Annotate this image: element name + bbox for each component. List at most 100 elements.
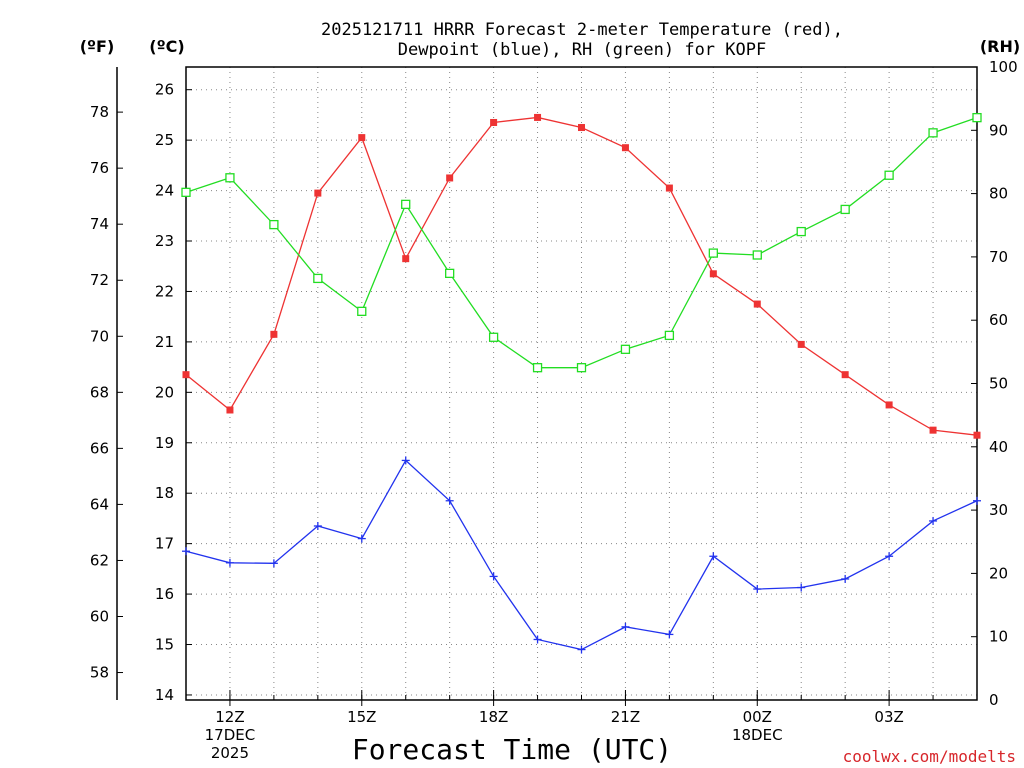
x-tick-label: 03Z (874, 708, 903, 726)
site-credit[interactable]: coolwx.com/modelts (843, 747, 1016, 766)
x-tick-label: 17DEC (205, 726, 256, 744)
data-point (797, 340, 805, 348)
celsius-tick-label: 25 (155, 131, 174, 149)
celsius-tick-label: 14 (155, 686, 174, 704)
fahrenheit-tick-label: 76 (90, 159, 109, 177)
data-point (401, 456, 410, 465)
series-2-meter-temperature (182, 113, 981, 439)
data-point (709, 270, 717, 278)
data-point (665, 184, 673, 192)
data-point (796, 226, 806, 237)
x-tick-label: 21Z (611, 708, 640, 726)
rh-tick-label: 80 (989, 185, 1008, 203)
fahrenheit-tick-label: 70 (90, 327, 109, 345)
data-point (665, 630, 674, 639)
rh-tick-label: 10 (989, 628, 1008, 646)
rh-unit-label: (RH) (980, 37, 1020, 56)
data-point (446, 174, 454, 182)
data-point (753, 300, 761, 308)
data-point (181, 187, 191, 197)
data-point (664, 330, 675, 341)
data-point (489, 572, 498, 581)
data-point (973, 496, 981, 505)
data-point (270, 330, 278, 338)
x-axis-title: Forecast Time (UTC) (352, 733, 672, 766)
celsius-tick-label: 24 (155, 182, 174, 200)
data-point (708, 248, 718, 258)
x-tick-label: 18Z (479, 708, 508, 726)
series-line (185, 459, 978, 651)
fahrenheit-tick-label: 60 (90, 607, 109, 625)
data-point (577, 645, 586, 654)
data-point (928, 128, 938, 138)
data-point (358, 134, 366, 142)
data-point (357, 306, 367, 316)
axes: 14 15 16 17 18 19 20 21 22 23 24 25 26 58 60 62 64 66 68 70… (90, 58, 1018, 762)
rh-tick-label: 40 (989, 438, 1008, 456)
data-point (269, 559, 278, 568)
fahrenheit-tick-label: 64 (90, 495, 109, 513)
fahrenheit-tick-label: 58 (90, 664, 109, 682)
data-point (578, 124, 585, 132)
data-point (314, 189, 322, 197)
fahrenheit-tick-label: 78 (90, 103, 109, 121)
data-point (753, 585, 762, 594)
data-point (709, 552, 718, 561)
celsius-tick-label: 22 (155, 282, 174, 300)
rh-tick-label: 50 (989, 375, 1008, 393)
rh-tick-label: 60 (989, 311, 1008, 329)
data-point (182, 547, 190, 556)
celsius-tick-label: 21 (155, 333, 174, 351)
data-point (534, 113, 542, 121)
celsius-tick-label: 19 (155, 434, 174, 452)
data-point (533, 635, 542, 644)
data-point (884, 170, 894, 180)
data-point (532, 363, 543, 373)
data-point (621, 144, 629, 152)
x-tick-label: 18DEC (732, 726, 783, 744)
data-point (313, 273, 323, 284)
data-point (226, 406, 234, 414)
data-point (929, 426, 937, 434)
data-point (752, 250, 762, 260)
data-point (225, 558, 234, 567)
celsius-tick-label: 15 (155, 636, 174, 654)
data-point (929, 516, 938, 525)
celsius-tick-label: 20 (155, 383, 174, 401)
data-point (972, 112, 982, 123)
data-point (620, 344, 631, 354)
data-point (841, 371, 849, 379)
x-tick-label: 15Z (347, 708, 376, 726)
data-point (797, 583, 806, 592)
data-point (401, 199, 411, 210)
celsius-unit-label: (ºC) (149, 37, 184, 56)
data-point (973, 431, 981, 439)
data-point (225, 173, 235, 183)
data-point (182, 371, 190, 379)
data-point (621, 622, 630, 631)
celsius-tick-label: 16 (155, 585, 174, 603)
rh-tick-label: 30 (989, 501, 1008, 519)
data-point (576, 363, 587, 373)
data-point (885, 401, 893, 409)
fahrenheit-unit-label: (ºF) (80, 37, 115, 56)
rh-tick-label: 100 (989, 58, 1018, 76)
x-tick-label: 00Z (743, 708, 772, 726)
data-point (840, 204, 850, 215)
rh-tick-label: 70 (989, 248, 1008, 266)
data-point (445, 496, 454, 505)
rh-tick-label: 90 (989, 121, 1008, 139)
data-point (269, 219, 279, 230)
fahrenheit-tick-label: 74 (90, 215, 109, 233)
fahrenheit-tick-label: 66 (90, 439, 109, 457)
chart-title-line2: Dewpoint (blue), RH (green) for KOPF (398, 40, 766, 60)
fahrenheit-tick-label: 62 (90, 551, 109, 569)
data-point (841, 574, 850, 583)
chart-title-line1: 2025121711 HRRR Forecast 2-meter Tempera… (321, 20, 843, 40)
series-relative-humidity (181, 112, 982, 373)
data-point (313, 521, 322, 530)
data-point (357, 534, 366, 543)
data-point (490, 118, 498, 126)
fahrenheit-tick-label: 72 (90, 271, 109, 289)
